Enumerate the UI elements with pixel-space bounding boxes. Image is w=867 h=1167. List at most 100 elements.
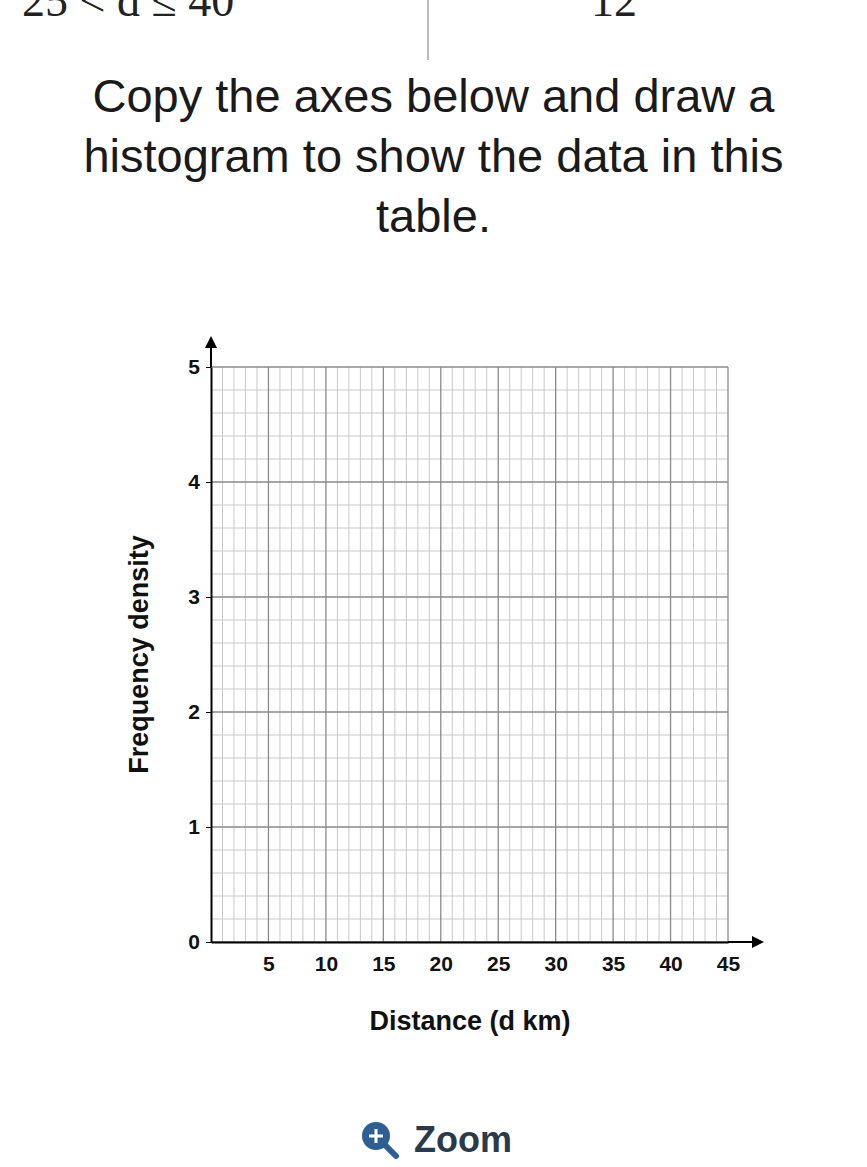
minor-grid-x [647, 367, 648, 942]
x-tick: 40 [659, 942, 682, 975]
minor-grid-x [406, 367, 407, 942]
question-line: histogram to show the data in this [83, 129, 783, 182]
grid-line-x [555, 367, 556, 942]
minor-grid-x [601, 367, 602, 942]
minor-grid-x [693, 367, 694, 942]
zoom-button[interactable]: Zoom [362, 1119, 512, 1160]
minor-grid-x [659, 367, 660, 942]
x-tick: 45 [717, 942, 741, 975]
y-tick-mark [206, 712, 211, 713]
y-tick-mark [206, 942, 211, 943]
question-line: Copy the axes below and draw a [93, 69, 776, 122]
x-tick: 30 [544, 942, 567, 975]
y-tick: 0 [188, 930, 211, 953]
x-tick-label: 35 [602, 952, 626, 975]
y-tick-label: 0 [188, 930, 200, 953]
minor-grid-x [394, 367, 395, 942]
y-tick-label: 5 [188, 355, 200, 378]
minor-grid-x [314, 367, 315, 942]
grid-line-y [211, 366, 728, 367]
page: 25 < d ≤ 4012Copy the axes below and dra… [0, 0, 867, 1167]
minor-grid-y [211, 758, 728, 759]
grid-line-x [325, 367, 326, 942]
chart: 51015202530354045012345Distance (d km)Fr… [124, 336, 764, 1036]
y-tick: 2 [188, 700, 211, 723]
x-axis-line [212, 942, 729, 944]
x-axis-extension [728, 941, 756, 943]
question: Copy the axes below and draw a histogram … [83, 69, 783, 242]
grid-line-y [211, 481, 728, 482]
minor-grid-x [486, 367, 487, 942]
minor-grid-y [211, 413, 728, 414]
x-tick-label: 40 [659, 952, 682, 975]
x-tick-label: 5 [263, 952, 275, 975]
minor-grid-x [475, 367, 476, 942]
x-tick: 20 [430, 942, 453, 975]
minor-grid-y [211, 436, 728, 437]
minor-grid-x [705, 367, 706, 942]
minor-grid-y [211, 666, 728, 667]
minor-grid-x [463, 367, 464, 942]
minor-grid-x [636, 367, 637, 942]
y-tick-mark [206, 482, 211, 483]
grid-line-y [211, 711, 728, 712]
minor-grid-x [291, 367, 292, 942]
x-tick-label: 15 [372, 952, 396, 975]
y-tick: 4 [188, 470, 211, 493]
grid-line-x [383, 367, 384, 942]
grid-line-x [498, 367, 499, 942]
y-tick-label: 1 [188, 815, 200, 838]
zoom-label: Zoom [414, 1119, 512, 1160]
x-tick-label: 10 [315, 952, 338, 975]
minor-grid-y [211, 459, 728, 460]
minor-grid-x [245, 367, 246, 942]
y-axis-line [211, 368, 213, 943]
minor-grid-y [211, 574, 728, 575]
minor-grid-x [567, 367, 568, 942]
minor-grid-y [211, 689, 728, 690]
y-tick: 1 [188, 815, 211, 838]
minor-grid-y [211, 896, 728, 897]
minor-grid-y [211, 735, 728, 736]
minor-grid-x [544, 367, 545, 942]
minor-grid-y [211, 390, 728, 391]
x-tick: 25 [487, 942, 511, 975]
y-tick-label: 4 [188, 470, 200, 493]
minor-grid-x [521, 367, 522, 942]
y-axis: 012345 [188, 355, 211, 953]
y-tick: 5 [188, 355, 211, 378]
minor-grid-x [532, 367, 533, 942]
y-axis-title: Frequency density [124, 535, 154, 774]
minor-grid-y [211, 505, 728, 506]
minor-grid-x [578, 367, 579, 942]
minor-grid-y [211, 873, 728, 874]
grid-line-y [211, 826, 728, 827]
grid-line-y [211, 596, 728, 597]
minor-grid-x [279, 367, 280, 942]
question-line: table. [376, 189, 491, 242]
x-axis-title: Distance (d km) [369, 1006, 570, 1036]
minor-grid-y [211, 781, 728, 782]
x-axis-arrow [752, 936, 764, 948]
header-divider [427, 0, 429, 60]
header-frequency: 12 [591, 0, 637, 26]
minor-grid-x [256, 367, 257, 942]
grid-line-x [670, 367, 671, 942]
zoom-icon-handle [386, 1146, 396, 1156]
minor-grid-x [337, 367, 338, 942]
y-tick-mark [206, 367, 211, 368]
x-tick: 10 [315, 942, 338, 975]
minor-grid-x [371, 367, 372, 942]
minor-grid-y [211, 804, 728, 805]
y-tick-label: 2 [188, 700, 200, 723]
x-tick-label: 20 [430, 952, 453, 975]
minor-grid-x [302, 367, 303, 942]
x-tick-label: 25 [487, 952, 511, 975]
minor-grid-y [211, 620, 728, 621]
minor-grid-x [429, 367, 430, 942]
x-tick: 35 [602, 942, 626, 975]
grid [211, 367, 728, 942]
grid-line-y [211, 941, 728, 942]
y-tick-mark [206, 597, 211, 598]
header-interval: 25 < d ≤ 40 [22, 0, 234, 26]
